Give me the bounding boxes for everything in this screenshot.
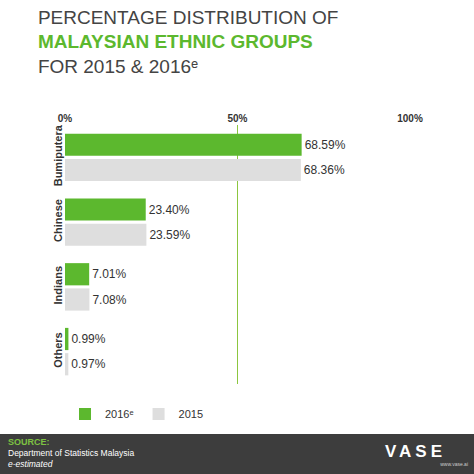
svg-text:7.01%: 7.01% [92,267,126,281]
svg-text:2016ᵉ: 2016ᵉ [105,408,134,420]
svg-text:Others: Others [52,332,64,367]
svg-text:0.99%: 0.99% [71,332,105,346]
svg-text:7.08%: 7.08% [92,293,126,307]
svg-text:23.59%: 23.59% [149,228,190,242]
html-text:e-estimated: e-estimated [8,459,53,469]
svg-text:0.97%: 0.97% [71,357,105,371]
html-text:VASE: VASE [385,442,446,461]
html-text:Department of Statistics Malay: Department of Statistics Malaysia [8,448,135,458]
svg-text:23.40%: 23.40% [149,203,190,217]
html-text:SOURCE:: SOURCE: [8,437,50,447]
svg-text:68.36%: 68.36% [304,163,345,177]
svg-text:Indians: Indians [52,266,64,305]
svg-text:68.59%: 68.59% [305,138,346,152]
svg-text:100%: 100% [397,113,423,124]
svg-text:Bumiputera: Bumiputera [52,124,64,186]
html-text:www.vase.ai: www.vase.ai [440,461,468,467]
svg-text:2015: 2015 [179,408,203,420]
svg-text:50%: 50% [227,113,247,124]
svg-text:PERCENTAGE DISTRIBUTION OFMALA: PERCENTAGE DISTRIBUTION OFMALAYSIAN ETHN… [38,7,339,77]
svg-text:Chinese: Chinese [52,199,64,242]
svg-text:0%: 0% [58,113,73,124]
